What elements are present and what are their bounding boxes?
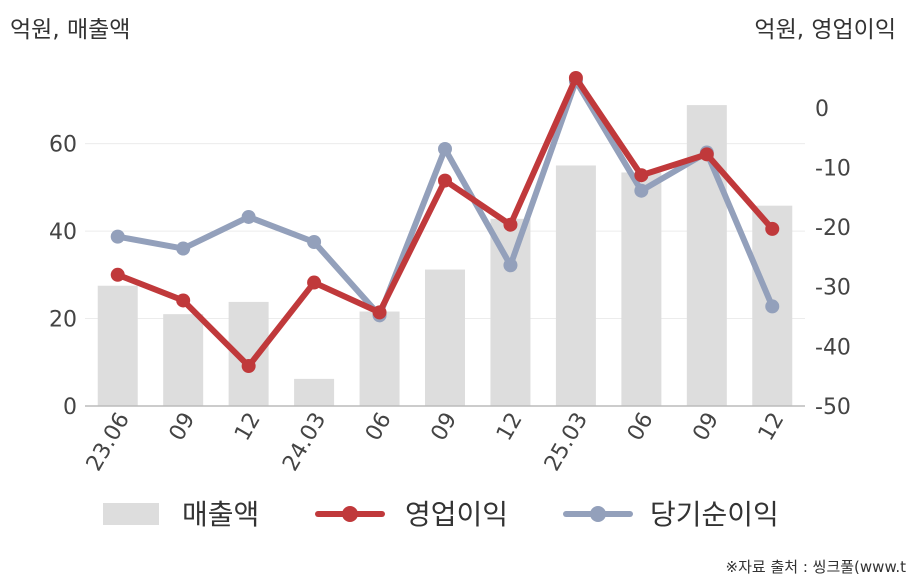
bar xyxy=(490,218,531,406)
x-tick-label: 12 xyxy=(492,409,528,446)
legend-swatch xyxy=(103,503,159,525)
data-point xyxy=(307,275,322,290)
left-axis-ticks: 0 20 40 60 xyxy=(49,133,77,420)
data-point xyxy=(634,183,649,198)
bar xyxy=(621,172,662,406)
legend-swatch-marker xyxy=(342,506,358,522)
x-tick-label: 09 xyxy=(427,409,463,446)
data-point xyxy=(438,141,452,156)
left-tick-label: 40 xyxy=(49,220,77,245)
data-point xyxy=(568,71,583,85)
data-point xyxy=(110,267,125,282)
data-point xyxy=(699,147,714,162)
right-axis-title: 억원, 영업이익 xyxy=(754,17,896,43)
right-tick-label: -50 xyxy=(815,395,851,420)
profit-lines xyxy=(110,71,780,374)
data-point xyxy=(372,305,387,320)
data-point xyxy=(307,235,322,249)
data-point xyxy=(176,241,191,256)
data-point xyxy=(241,209,256,224)
data-point xyxy=(503,217,518,232)
right-tick-label: -40 xyxy=(815,335,851,360)
x-tick-label: 12 xyxy=(230,409,266,446)
source-note: ※자료 출처 : 씽크풀(www.t xyxy=(726,558,907,576)
x-tick-label: 09 xyxy=(688,409,724,446)
right-tick-label: 0 xyxy=(815,97,829,122)
data-point xyxy=(503,258,518,273)
bar xyxy=(359,311,400,406)
data-point xyxy=(110,229,125,244)
left-tick-label: 0 xyxy=(63,395,77,420)
x-tick-label: 23.06 xyxy=(82,409,135,476)
x-tick-label: 09 xyxy=(165,409,201,446)
x-tick-label: 24.03 xyxy=(278,409,331,476)
legend-label: 매출액 xyxy=(182,498,259,531)
x-tick-label: 25.03 xyxy=(540,409,593,476)
revenue-bars xyxy=(97,105,793,406)
left-tick-label: 60 xyxy=(49,133,77,158)
data-point xyxy=(634,168,649,183)
legend: 매출액 영업이익 당기순이익 xyxy=(103,498,779,531)
bar xyxy=(294,378,335,406)
left-axis-title: 억원, 매출액 xyxy=(10,17,130,43)
x-tick-label: 12 xyxy=(754,409,790,446)
right-axis-ticks: 0 -10 -20 -30 -40 -50 xyxy=(815,97,851,420)
right-tick-label: -20 xyxy=(815,216,851,241)
bar xyxy=(97,285,138,406)
bar xyxy=(163,314,204,406)
data-point xyxy=(765,221,780,236)
legend-swatch-marker xyxy=(590,506,606,522)
legend-label: 당기순이익 xyxy=(650,498,779,531)
left-tick-label: 20 xyxy=(49,308,77,333)
right-tick-label: -10 xyxy=(815,156,851,181)
x-axis-ticks: 23.06 09 12 24.03 06 09 12 25.03 06 09 12 xyxy=(82,409,790,476)
data-point xyxy=(176,293,191,308)
right-tick-label: -30 xyxy=(815,276,851,301)
legend-label: 영업이익 xyxy=(405,498,508,531)
x-tick-label: 06 xyxy=(361,409,397,446)
data-point xyxy=(765,299,780,314)
x-tick-label: 06 xyxy=(623,409,659,446)
bar xyxy=(555,165,596,406)
data-point xyxy=(438,173,452,188)
bar xyxy=(425,269,465,406)
data-point xyxy=(241,359,256,374)
